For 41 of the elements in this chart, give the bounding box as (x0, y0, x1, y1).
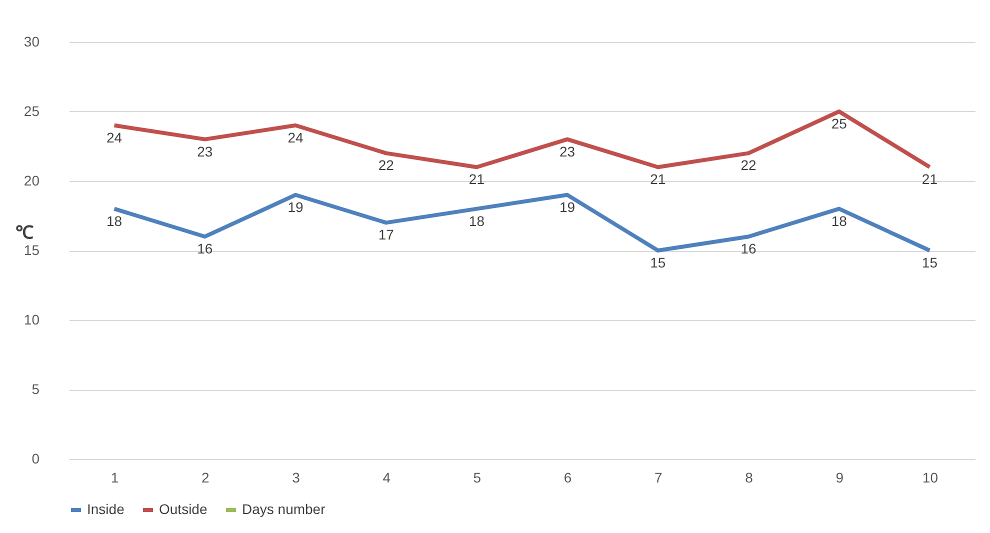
x-tick-label: 2 (202, 470, 210, 486)
x-tick-label: 10 (922, 470, 938, 486)
data-label: 23 (560, 143, 576, 160)
data-label: 21 (468, 171, 485, 188)
x-tick-label: 6 (564, 470, 572, 486)
data-label: 17 (378, 226, 394, 243)
legend-label: Inside (87, 501, 125, 517)
data-label: 18 (468, 212, 485, 229)
data-label: 21 (922, 171, 938, 188)
data-label: 15 (650, 254, 666, 270)
data-label: 24 (288, 129, 304, 146)
x-tick-label: 3 (292, 470, 300, 486)
data-label: 19 (560, 198, 576, 215)
data-label: 21 (650, 171, 666, 188)
data-label: 18 (831, 212, 848, 229)
x-tick-label: 5 (473, 470, 482, 486)
legend-label: Outside (159, 501, 208, 517)
y-tick-label: 30 (24, 34, 40, 50)
x-tick-label: 1 (110, 470, 119, 486)
y-tick-label: 0 (32, 450, 40, 466)
y-tick-label: 25 (24, 103, 40, 119)
y-tick-label: 5 (32, 381, 40, 397)
data-label: 18 (106, 212, 122, 229)
y-tick-label: 15 (24, 242, 40, 258)
data-label: 22 (740, 157, 756, 174)
x-tick-label: 9 (836, 470, 844, 486)
data-label: 22 (378, 157, 394, 174)
data-label: 15 (922, 254, 938, 270)
data-label: 16 (197, 240, 213, 257)
y-axis-title: ℃ (16, 222, 34, 242)
data-label: 19 (288, 198, 304, 215)
data-label: 24 (106, 129, 122, 146)
x-tick-label: 7 (654, 470, 662, 486)
data-label: 16 (740, 240, 756, 257)
legend-label: Days number (242, 501, 326, 517)
y-tick-label: 10 (24, 312, 40, 328)
data-label: 25 (831, 116, 848, 132)
x-tick-label: 4 (382, 470, 391, 486)
data-label: 23 (197, 143, 213, 160)
x-tick-label: 8 (745, 470, 754, 486)
y-tick-label: 20 (24, 172, 40, 188)
